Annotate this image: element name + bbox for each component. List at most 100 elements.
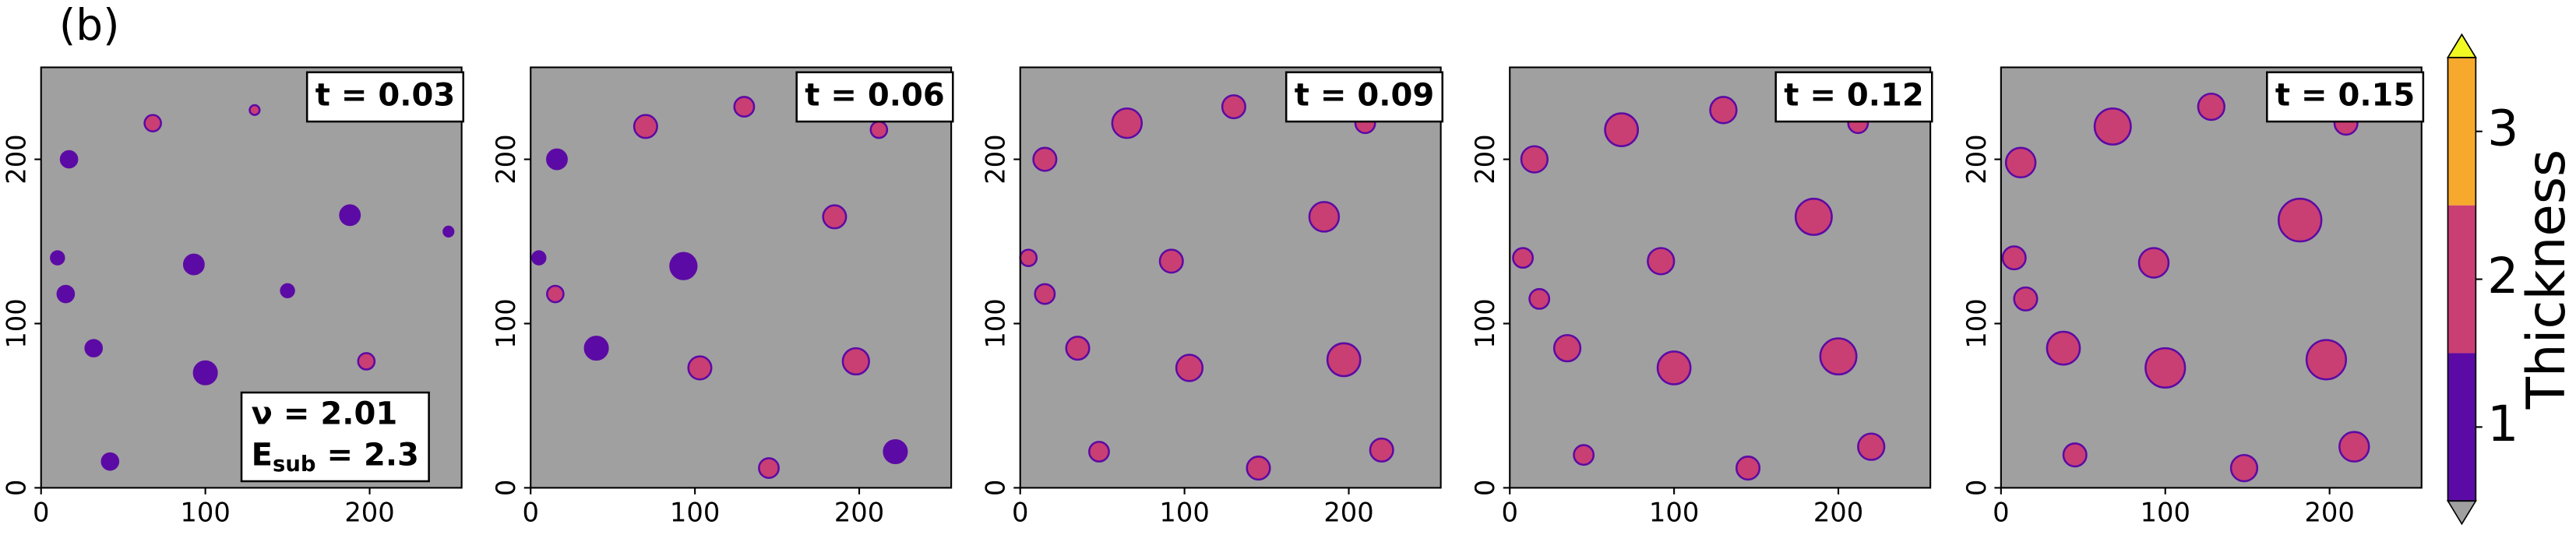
island (1032, 146, 1058, 172)
island (869, 120, 889, 139)
colorbar-label: Thickness (2515, 150, 2576, 410)
island (1794, 197, 1833, 236)
x-tick-label: 100 (2141, 498, 2190, 528)
island (1065, 336, 1091, 361)
island (1175, 354, 1204, 382)
island (1221, 94, 1246, 120)
island (1857, 432, 1886, 461)
colorbar-segment (2447, 205, 2476, 354)
island (2197, 92, 2225, 121)
x-tick-label: 100 (670, 498, 720, 528)
island (1552, 333, 1582, 363)
island (1604, 112, 1639, 147)
x-tick-label: 200 (2304, 498, 2354, 528)
island (248, 104, 261, 116)
island (50, 250, 65, 266)
island (758, 457, 780, 480)
x-tick-label: 0 (33, 498, 49, 528)
island (883, 438, 908, 465)
plot-frame (1509, 66, 1932, 489)
plot-background (2000, 67, 2422, 488)
annotation: ν = 2.01 (252, 396, 398, 432)
island (2144, 347, 2187, 389)
island (339, 204, 361, 227)
island (1520, 145, 1549, 174)
island (546, 284, 565, 304)
island (1308, 201, 1341, 233)
island (1512, 247, 1535, 269)
island (357, 352, 376, 371)
island (59, 150, 79, 169)
time-label-box (2266, 71, 2425, 123)
island (1369, 437, 1394, 463)
island (733, 96, 756, 118)
island (1573, 444, 1595, 466)
figure-label: (b) (59, 0, 120, 50)
island (546, 148, 568, 171)
x-tick-label: 0 (1501, 498, 1517, 528)
x-tick-label: 100 (1649, 498, 1699, 528)
x-tick-label: 200 (1323, 498, 1373, 528)
x-tick-label: 200 (834, 498, 884, 528)
plot-frame (40, 66, 463, 489)
island (841, 347, 870, 376)
x-tick-label: 200 (344, 498, 394, 528)
time-label-box (305, 71, 465, 123)
x-tick-label: 0 (1993, 498, 2009, 528)
island (192, 360, 218, 385)
plot-background (530, 67, 952, 488)
island (2338, 431, 2370, 463)
island (2229, 453, 2259, 483)
island (2062, 442, 2088, 468)
time-label-box (795, 71, 954, 123)
island (2305, 339, 2347, 381)
island (442, 225, 455, 238)
island (1111, 107, 1144, 139)
island (1819, 337, 1858, 376)
plot-frame (1019, 66, 1442, 489)
colorbar-segment (2447, 353, 2476, 502)
time-label: t = 0.06 (805, 77, 944, 113)
island (1656, 350, 1692, 385)
island (633, 114, 658, 139)
annotation-box (240, 391, 430, 483)
time-label-box (1284, 71, 1444, 123)
island (583, 336, 609, 361)
island (56, 284, 76, 304)
y-tick-label: 200 (1470, 134, 1500, 184)
island (822, 204, 848, 230)
island (1326, 342, 1362, 378)
island (100, 452, 120, 471)
island (669, 252, 698, 280)
time-label: t = 0.03 (315, 77, 455, 113)
island (687, 355, 713, 381)
island (1736, 456, 1761, 481)
island (1034, 283, 1056, 305)
time-label: t = 0.09 (1295, 77, 1434, 113)
island (280, 283, 295, 299)
y-tick-label: 200 (491, 134, 521, 184)
island (2013, 286, 2039, 311)
y-tick-label: 0 (1470, 480, 1500, 496)
y-tick-label: 0 (491, 480, 521, 496)
island (1088, 441, 1110, 463)
x-tick-label: 0 (522, 498, 538, 528)
x-tick-label: 200 (1813, 498, 1863, 528)
colorbar-tick-label: 2 (2487, 247, 2518, 304)
plot-frame (2000, 66, 2423, 489)
plot-frame (530, 66, 953, 489)
island (2001, 245, 2027, 271)
island (1528, 287, 1551, 310)
time-label-box (1774, 71, 1933, 123)
island (1019, 248, 1038, 267)
island (2137, 247, 2170, 279)
colorbar-segment (2447, 57, 2476, 206)
annotation-rest: = 2.3 (316, 437, 419, 473)
annotation-subscript: sub (273, 452, 315, 476)
island (2093, 107, 2132, 146)
plot-background (1510, 67, 1931, 488)
colorbar-over (2446, 33, 2477, 58)
x-tick-label: 100 (1159, 498, 1209, 528)
island (1246, 456, 1271, 481)
